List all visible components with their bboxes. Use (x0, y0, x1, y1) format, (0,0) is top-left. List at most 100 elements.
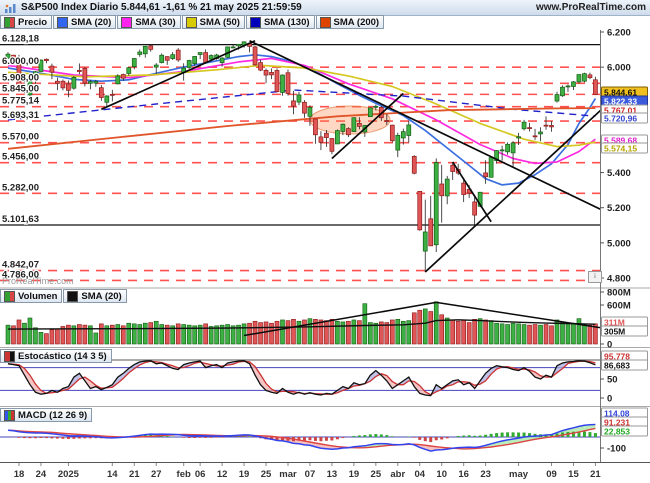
candle-body (538, 131, 543, 135)
volume-panel[interactable] (5, 301, 601, 345)
trendline[interactable] (100, 40, 256, 111)
trendline[interactable] (451, 161, 492, 223)
stoch-fill (117, 373, 124, 384)
macd-histogram-bar (77, 437, 81, 439)
level-price-label: 5.101,63 (2, 214, 39, 225)
macd-histogram-bar (17, 437, 21, 438)
info-icon[interactable]: i (588, 271, 602, 283)
x-axis-label: 16 (458, 469, 469, 480)
volume-bar (527, 324, 532, 345)
stoch-k-line[interactable] (7, 360, 596, 397)
candle-body (549, 125, 554, 128)
x-axis-label: 09 (546, 469, 557, 480)
price-badge (601, 325, 648, 337)
price-badge-label: 5.844,61 (604, 88, 637, 98)
volume-bar (280, 319, 285, 345)
volume-bar (554, 319, 560, 345)
candle-body (389, 124, 395, 142)
legend-chip-sma-20-[interactable]: SMA (20) (53, 15, 117, 29)
macd-histogram-bar (385, 435, 389, 437)
candle-body (142, 45, 148, 55)
price-badge (601, 112, 648, 124)
legend-chip-macd-12-26-9-[interactable]: MACD (12 26 9) (0, 408, 93, 422)
price-badge (601, 359, 648, 371)
stoch-d-line[interactable] (7, 360, 596, 396)
main-price-panel[interactable]: 6.128,18 6.000,00 5.908,005.845,00 5.775,14… (0, 32, 601, 286)
candle-body (329, 138, 335, 152)
candle-body (186, 60, 192, 68)
candle-body (417, 191, 423, 231)
candle-body (230, 46, 236, 49)
volume-bar (472, 318, 477, 345)
legend-chip-sma-50-[interactable]: SMA (50) (181, 15, 245, 29)
volume-bar (230, 325, 236, 345)
macd-histogram-bar (467, 435, 471, 437)
candle-body (318, 136, 324, 143)
trendline[interactable] (331, 92, 404, 160)
right-axis[interactable]: 6.200 6.000 5.400 5.200 5.000 4.800 800M 600M 0 5… (600, 28, 648, 455)
macd-line[interactable] (7, 423, 596, 452)
x-axis-label: 19 (239, 469, 250, 480)
macd-histogram-bar (193, 437, 197, 438)
candle-body (400, 131, 406, 139)
overlay-sma200[interactable] (7, 107, 596, 150)
macd-histogram-bar (588, 432, 592, 437)
candles-layer[interactable] (5, 41, 598, 272)
legend-chip-sma-130-[interactable]: SMA (130) (245, 15, 315, 29)
volume-bar (510, 322, 516, 345)
macd-panel[interactable] (0, 423, 600, 452)
volume-sma-line[interactable] (7, 319, 596, 330)
macd-histogram-bar (478, 435, 482, 437)
legend-chip-precio[interactable]: Precio (0, 15, 53, 29)
legend-chip-sma-200-[interactable]: SMA (200) (315, 15, 385, 29)
volume-bar (565, 323, 571, 345)
volume-bar (318, 319, 324, 345)
volume-bar (428, 311, 434, 345)
x-axis-label: 14 (107, 469, 118, 480)
trendline[interactable] (249, 40, 601, 210)
price-badge-label: 95,778 (604, 352, 630, 362)
volume-trendline[interactable] (243, 301, 437, 337)
volume-bar (126, 322, 132, 345)
x-axis-label: 13 (327, 469, 338, 480)
volume-bar (120, 325, 126, 345)
legend-chip-sma-20-[interactable]: SMA (20) (63, 289, 127, 303)
legend-chip-sma-30-[interactable]: SMA (30) (117, 15, 181, 29)
volume-trendline[interactable] (436, 301, 601, 329)
candle-body (576, 74, 582, 83)
legend-chip-estoc-stico-14-3-5-[interactable]: Estocástico (14 3 5) (0, 349, 112, 363)
prorealtime-url[interactable]: www.ProRealTime.com (535, 2, 646, 13)
x-axis-label: 04 (414, 469, 425, 480)
overlay-sma50[interactable] (7, 64, 596, 148)
candle-body (27, 79, 33, 96)
candle-body (203, 52, 208, 63)
stochastic-panel[interactable] (0, 359, 600, 397)
x-axis-label: feb (177, 469, 191, 480)
candle-body (582, 73, 587, 82)
legend-chip-volumen[interactable]: Volumen (0, 289, 63, 303)
volume-bar (433, 301, 439, 345)
macd-histogram-bar (165, 436, 169, 437)
macd-histogram-bar (379, 434, 383, 437)
level-price-label: 5.845,00 (2, 83, 39, 94)
volume-bar (269, 322, 274, 345)
macd-histogram-bar (88, 437, 92, 439)
candle-body (444, 178, 450, 197)
candle-body (192, 56, 198, 64)
candle-body (439, 183, 445, 197)
level-price-label: 5.908,00 (2, 72, 39, 83)
overlay-sma130[interactable] (7, 89, 596, 121)
volume-bar (11, 325, 16, 345)
candle-body (373, 105, 379, 108)
x-axis-label: 10 (436, 469, 447, 480)
legend-label: SMA (20) (81, 290, 122, 302)
trendline[interactable] (424, 109, 601, 273)
volume-bar (499, 323, 505, 345)
candle-body (488, 157, 494, 178)
macd-signal-line[interactable] (7, 427, 596, 450)
x-axis[interactable]: 18 24 2025 14 21 27 feb 06 12 19 25 mar 07 13 19 25 abr 0… (14, 463, 602, 480)
candle-body (269, 72, 274, 76)
candle-body (175, 49, 181, 61)
volume-bar (488, 320, 494, 345)
